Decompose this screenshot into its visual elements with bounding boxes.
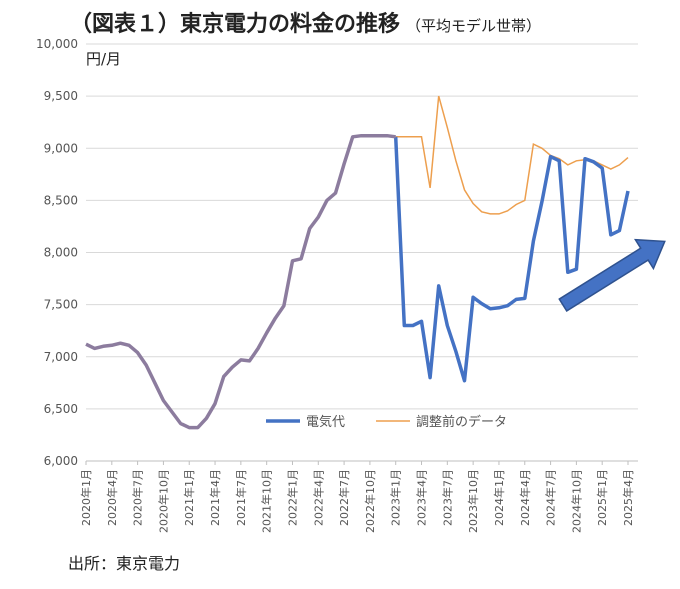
legend: 電気代 調整前のデータ xyxy=(266,414,507,430)
x-tick-label: 2020年7月 xyxy=(131,469,145,526)
series-lines xyxy=(85,95,630,430)
y-tick-label: 7,500 xyxy=(44,298,78,312)
x-tick-label: 2021年10月 xyxy=(260,469,274,533)
legend-label-electricity: 電気代 xyxy=(306,414,345,430)
source-note: 出所：東京電力 xyxy=(68,554,181,573)
legend-label-pre-adjust: 調整前のデータ xyxy=(416,414,507,430)
y-tick-label: 8,000 xyxy=(44,246,78,260)
chart-subtitle: （平均モデル世帯） xyxy=(406,17,542,35)
x-tick-label: 2022年10月 xyxy=(363,469,377,533)
x-tick-label: 2024年4月 xyxy=(518,469,532,526)
x-tick-label: 2022年1月 xyxy=(285,469,299,526)
y-axis-ticks: 6,000 6,500 7,000 7,500 8,000 8,500 9,000 9,500… xyxy=(36,37,78,468)
x-tick-label: 2023年1月 xyxy=(389,469,403,526)
series-line-pre-adjust xyxy=(395,95,629,215)
y-tick-label: 10,000 xyxy=(36,37,78,51)
y-tick-label: 8,500 xyxy=(44,193,78,207)
arrow-polygon xyxy=(558,238,666,312)
y-tick-label: 6,000 xyxy=(44,454,78,468)
x-tick-label: 2023年7月 xyxy=(440,469,454,526)
x-tick-label: 2021年7月 xyxy=(234,469,248,526)
trend-arrow-shape xyxy=(558,238,666,312)
x-tick-label: 2024年7月 xyxy=(544,469,558,526)
x-tick-label: 2024年10月 xyxy=(569,469,583,533)
x-tick-label: 2025年4月 xyxy=(621,469,635,526)
y-tick-label: 9,000 xyxy=(44,141,78,155)
x-tick-label: 2022年7月 xyxy=(337,469,351,526)
y-axis-unit: 円/月 xyxy=(86,50,122,68)
x-tick-label: 2025年1月 xyxy=(595,469,609,526)
series-line-overlap xyxy=(85,133,396,430)
x-axis-ticks: 2020年1月 2020年4月 2020年7月 2020年10月 2021年1月 2021… xyxy=(79,461,635,533)
series-line-electricity xyxy=(393,136,630,383)
chart-title: （図表１）東京電力の料金の推移 （平均モデル世帯） xyxy=(70,6,541,38)
x-tick-label: 2020年4月 xyxy=(105,469,119,526)
x-tick-label: 2023年4月 xyxy=(415,469,429,526)
x-tick-label: 2022年4月 xyxy=(311,469,325,526)
y-tick-label: 6,500 xyxy=(44,402,78,416)
x-tick-label: 2024年1月 xyxy=(492,469,506,526)
x-tick-label: 2020年10月 xyxy=(156,469,170,533)
gridlines xyxy=(86,43,638,462)
x-tick-label: 2023年10月 xyxy=(466,469,480,533)
y-tick-label: 7,000 xyxy=(44,350,78,364)
x-tick-label: 2021年4月 xyxy=(208,469,222,526)
trend-arrow xyxy=(558,238,666,312)
x-tick-label: 2020年1月 xyxy=(79,469,93,526)
chart-title-main: （図表１）東京電力の料金の推移 xyxy=(70,12,401,37)
y-tick-label: 9,500 xyxy=(44,89,78,103)
x-tick-label: 2021年1月 xyxy=(182,469,196,526)
